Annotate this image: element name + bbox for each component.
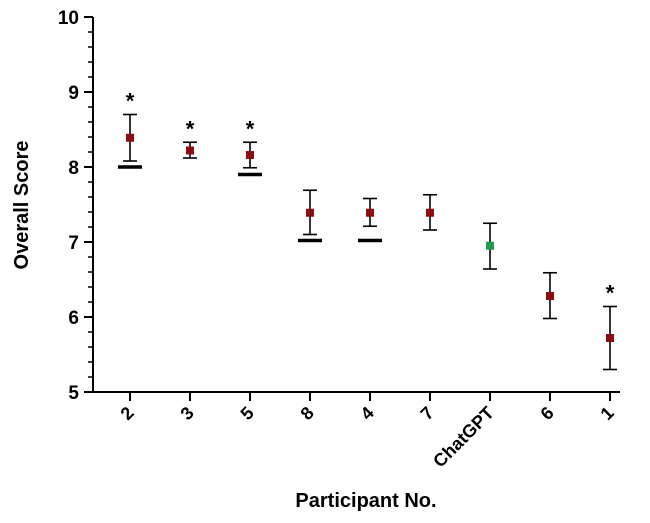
data-point — [426, 208, 434, 217]
data-point — [126, 133, 134, 142]
data-point — [246, 151, 254, 159]
significance-marker: * — [246, 116, 255, 141]
x-tick-label: 5 — [237, 403, 258, 424]
y-axis: 5 6 7 8 9 10 — [58, 8, 94, 404]
x-tick-label: 7 — [417, 403, 438, 424]
data-point — [306, 208, 314, 217]
y-tick-label: 7 — [68, 233, 79, 254]
x-tick-label: 6 — [537, 403, 558, 424]
plot-area: * * * * — [118, 89, 617, 371]
x-tick-label: 8 — [297, 403, 318, 424]
y-tick-label: 9 — [68, 83, 79, 104]
x-tick-label: 4 — [357, 403, 378, 424]
data-point — [486, 241, 494, 250]
y-axis-title: Overall Score — [11, 141, 33, 270]
y-tick-label: 10 — [58, 8, 79, 29]
y-tick-label: 5 — [68, 383, 79, 404]
data-point — [606, 334, 614, 342]
y-tick-label: 8 — [68, 158, 79, 179]
x-axis-title: Participant No. — [295, 490, 436, 512]
significance-marker: * — [606, 281, 615, 306]
data-point — [186, 146, 194, 155]
significance-marker: * — [126, 89, 135, 114]
x-tick-label: 2 — [117, 403, 138, 424]
y-tick-label: 6 — [68, 308, 79, 329]
data-point — [546, 292, 554, 300]
data-point — [366, 208, 374, 217]
x-tick-label: 3 — [177, 403, 198, 424]
significance-marker: * — [186, 116, 195, 141]
x-tick-label: ChatGPT — [429, 403, 498, 472]
x-tick-label: 1 — [597, 403, 618, 424]
